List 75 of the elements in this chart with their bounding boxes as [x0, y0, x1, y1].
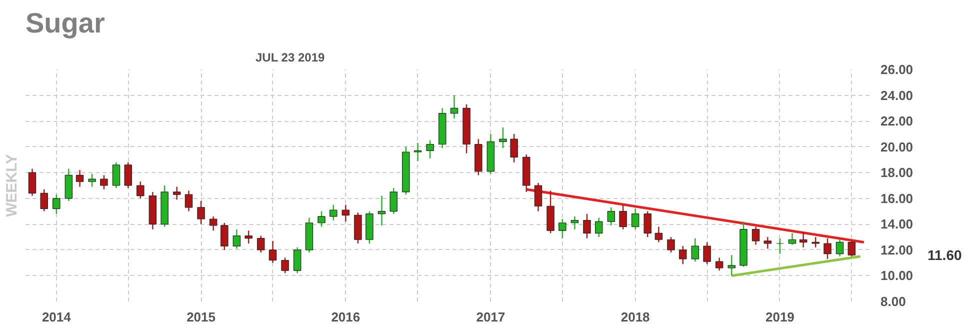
candlestick: [679, 245, 687, 265]
candlestick: [342, 204, 350, 222]
candlestick: [619, 204, 627, 230]
candlestick: [534, 182, 542, 212]
candlestick: [558, 218, 566, 239]
y-tick-label: 14.00: [880, 216, 914, 232]
candlestick: [654, 226, 663, 243]
candlestick: [390, 187, 398, 214]
x-tick-label: 2019: [765, 310, 794, 324]
x-tick-label: 2016: [331, 310, 360, 324]
candlestick: [836, 239, 844, 257]
y-tick-label: 16.00: [880, 190, 914, 206]
candlestick: [28, 168, 36, 196]
x-tick-label: 2017: [476, 310, 506, 324]
candlestick: [52, 194, 60, 214]
x-tick-label: 2015: [186, 310, 216, 324]
candlestick: [40, 188, 48, 212]
candlestick: [499, 126, 507, 149]
candlestick: [570, 216, 579, 230]
candlestick: [667, 236, 675, 254]
y-tick-label: 8.00: [880, 294, 906, 309]
candlestick: [583, 213, 591, 239]
candlestick: [510, 133, 518, 163]
candlestick: [257, 235, 265, 254]
candlestick: [232, 228, 241, 250]
candlestick: [184, 190, 193, 212]
x-tick-label: 2014: [42, 310, 72, 324]
candlestick: [703, 242, 711, 265]
chart-subtitle: JUL 23 2019: [256, 50, 325, 64]
candlestick: [268, 240, 277, 264]
candlestick: [426, 140, 434, 160]
candlestick: [64, 168, 73, 202]
candlestick: [124, 162, 132, 189]
y-tick-label: 10.00: [880, 268, 914, 284]
candlestick: [378, 195, 386, 226]
chart-title: Sugar: [26, 8, 105, 38]
candlestick: [728, 254, 736, 276]
candlestick: [281, 257, 289, 274]
candlestick: [112, 162, 120, 189]
y-tick-label: 24.00: [880, 88, 914, 103]
candlestick: [715, 257, 724, 272]
candlestick: [244, 230, 252, 244]
candlestick: [100, 174, 108, 190]
candlestick: [76, 169, 84, 188]
x-tick-label: 2018: [620, 310, 650, 324]
candlestick: [631, 208, 640, 230]
candlestick: [209, 216, 218, 232]
candlestick: [607, 206, 616, 226]
candlestick: [220, 222, 228, 251]
candlestick: [776, 238, 784, 254]
candlestick: [764, 236, 772, 250]
candlestick: [848, 240, 856, 257]
y-tick-label: 20.00: [880, 139, 914, 154]
candlestick: [330, 204, 338, 221]
y-tick-label: 26.00: [880, 62, 914, 77]
candlestick: [644, 210, 652, 238]
candlestick: [136, 181, 144, 199]
candlestick: [824, 238, 832, 260]
candlestick: [595, 217, 603, 238]
candlestick: [318, 210, 326, 228]
y-tick-label: 12.00: [880, 242, 914, 258]
candlestick: [691, 238, 700, 262]
candlestick: [450, 94, 458, 120]
candlestick: [812, 236, 820, 248]
candlestick: [88, 173, 96, 188]
candlestick: [788, 232, 796, 246]
y-tick-label: 18.00: [880, 165, 914, 180]
candlestick: [752, 226, 760, 246]
candlestick: [197, 200, 205, 225]
candlestick: [173, 186, 181, 200]
candlestick: [799, 231, 808, 248]
candlestick: [414, 142, 422, 162]
text: 11.60: [928, 247, 962, 264]
y-tick-label: 22.00: [880, 114, 914, 129]
candlestick: [293, 246, 302, 274]
